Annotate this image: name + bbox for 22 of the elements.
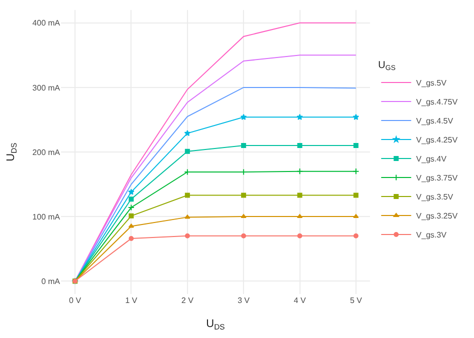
x-tick-label: 5 V xyxy=(350,296,363,305)
legend-label: V_gs.5V xyxy=(416,78,448,88)
legend-label: V_gs.3.75V xyxy=(416,174,458,183)
legend-label: V_gs.3V xyxy=(416,230,448,240)
x-tick-label: 1 V xyxy=(125,296,138,305)
legend-label: V_gs.3.25V xyxy=(416,212,458,221)
x-tick-label: 2 V xyxy=(181,296,194,305)
legend-label: V_gs.4.75V xyxy=(416,98,458,107)
y-tick-label: 200 mA xyxy=(32,148,61,157)
legend-label: V_gs.4V xyxy=(416,154,448,164)
x-tick-label: 0 V xyxy=(69,296,82,305)
y-tick-label: 400 mA xyxy=(32,18,61,28)
legend-label: V_gs.4.25V xyxy=(416,136,458,145)
legend-label: V_gs.3.5V xyxy=(416,192,454,202)
y-tick-label: 100 mA xyxy=(32,212,61,222)
x-tick-label: 4 V xyxy=(294,296,306,305)
y-tick-label: 0 mA xyxy=(41,276,61,286)
legend-title: U$_{GS}$ xyxy=(378,60,396,72)
x-axis-title: U$_{DS}$ xyxy=(206,318,225,332)
x-tick-label: 3 V xyxy=(238,296,250,305)
legend-label: V_gs.4.5V xyxy=(416,116,454,126)
y-tick-label: 300 mA xyxy=(32,83,61,92)
